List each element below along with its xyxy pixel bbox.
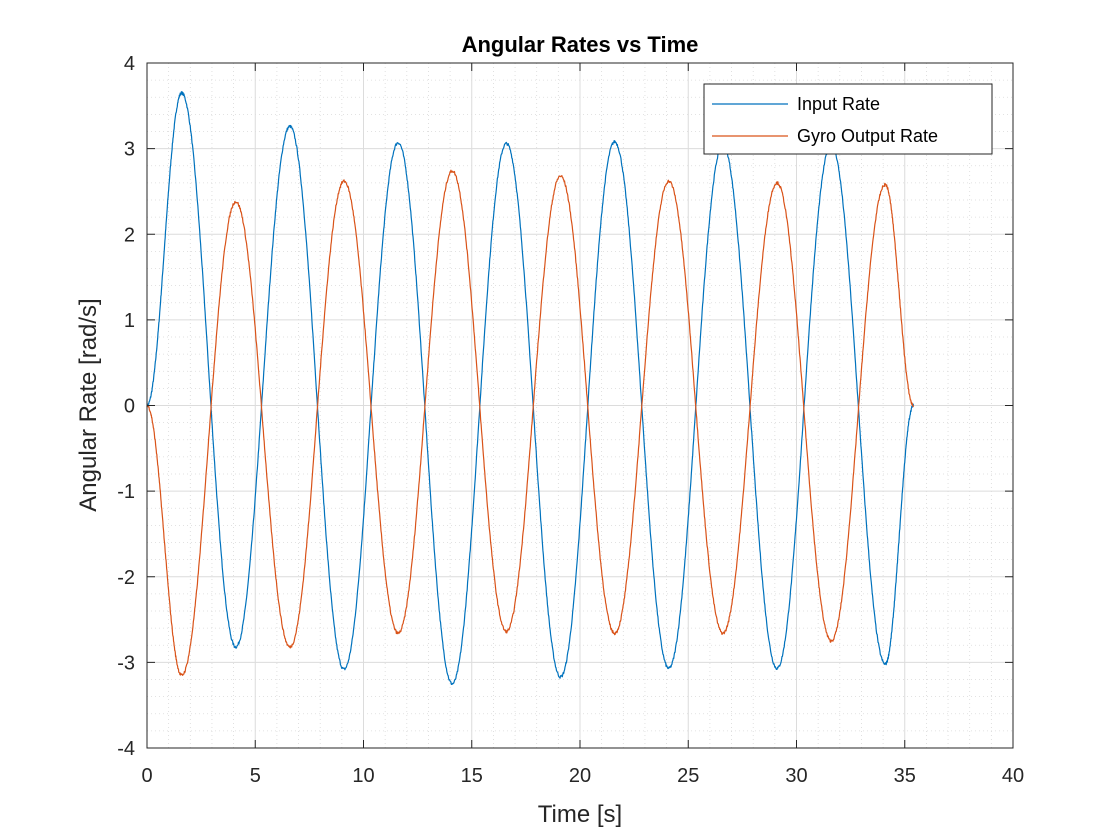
legend-label-0: Input Rate [797,94,880,114]
major-grid [147,63,1013,748]
y-tick-label: 3 [124,139,135,161]
y-tick-label: -3 [117,652,135,674]
x-tick-label: 40 [1002,765,1024,787]
y-tick-labels: 4 3 2 1 0 -1 -2 -3 -4 [117,53,135,760]
legend-label-1: Gyro Output Rate [797,126,938,146]
x-tick-label: 35 [894,765,916,787]
x-tick-label: 0 [141,765,152,787]
x-tick-label: 5 [250,765,261,787]
x-tick-label: 20 [569,765,591,787]
y-tick-label: -1 [117,481,135,503]
chart-title: Angular Rates vs Time [462,32,699,57]
y-tick-label: -4 [117,738,135,760]
y-tick-label: 1 [124,310,135,332]
series-line-1 [146,169,914,676]
x-axis-label: Time [s] [538,801,622,828]
y-axis-label: Angular Rate [rad/s] [75,298,102,511]
legend: Input Rate Gyro Output Rate [703,83,993,155]
x-tick-labels: 0 5 10 15 20 25 30 35 40 [141,765,1024,787]
y-tick-label: 4 [124,53,135,75]
plot-area [146,62,1014,749]
legend-box [703,83,993,155]
series-layer [146,91,915,685]
tick-marks [146,62,1014,749]
x-tick-label: 10 [352,765,374,787]
y-tick-label: 0 [124,396,135,418]
y-tick-label: 2 [124,224,135,246]
x-tick-label: 30 [785,765,807,787]
y-tick-label: -2 [117,567,135,589]
x-tick-label: 25 [677,765,699,787]
x-tick-label: 15 [461,765,483,787]
